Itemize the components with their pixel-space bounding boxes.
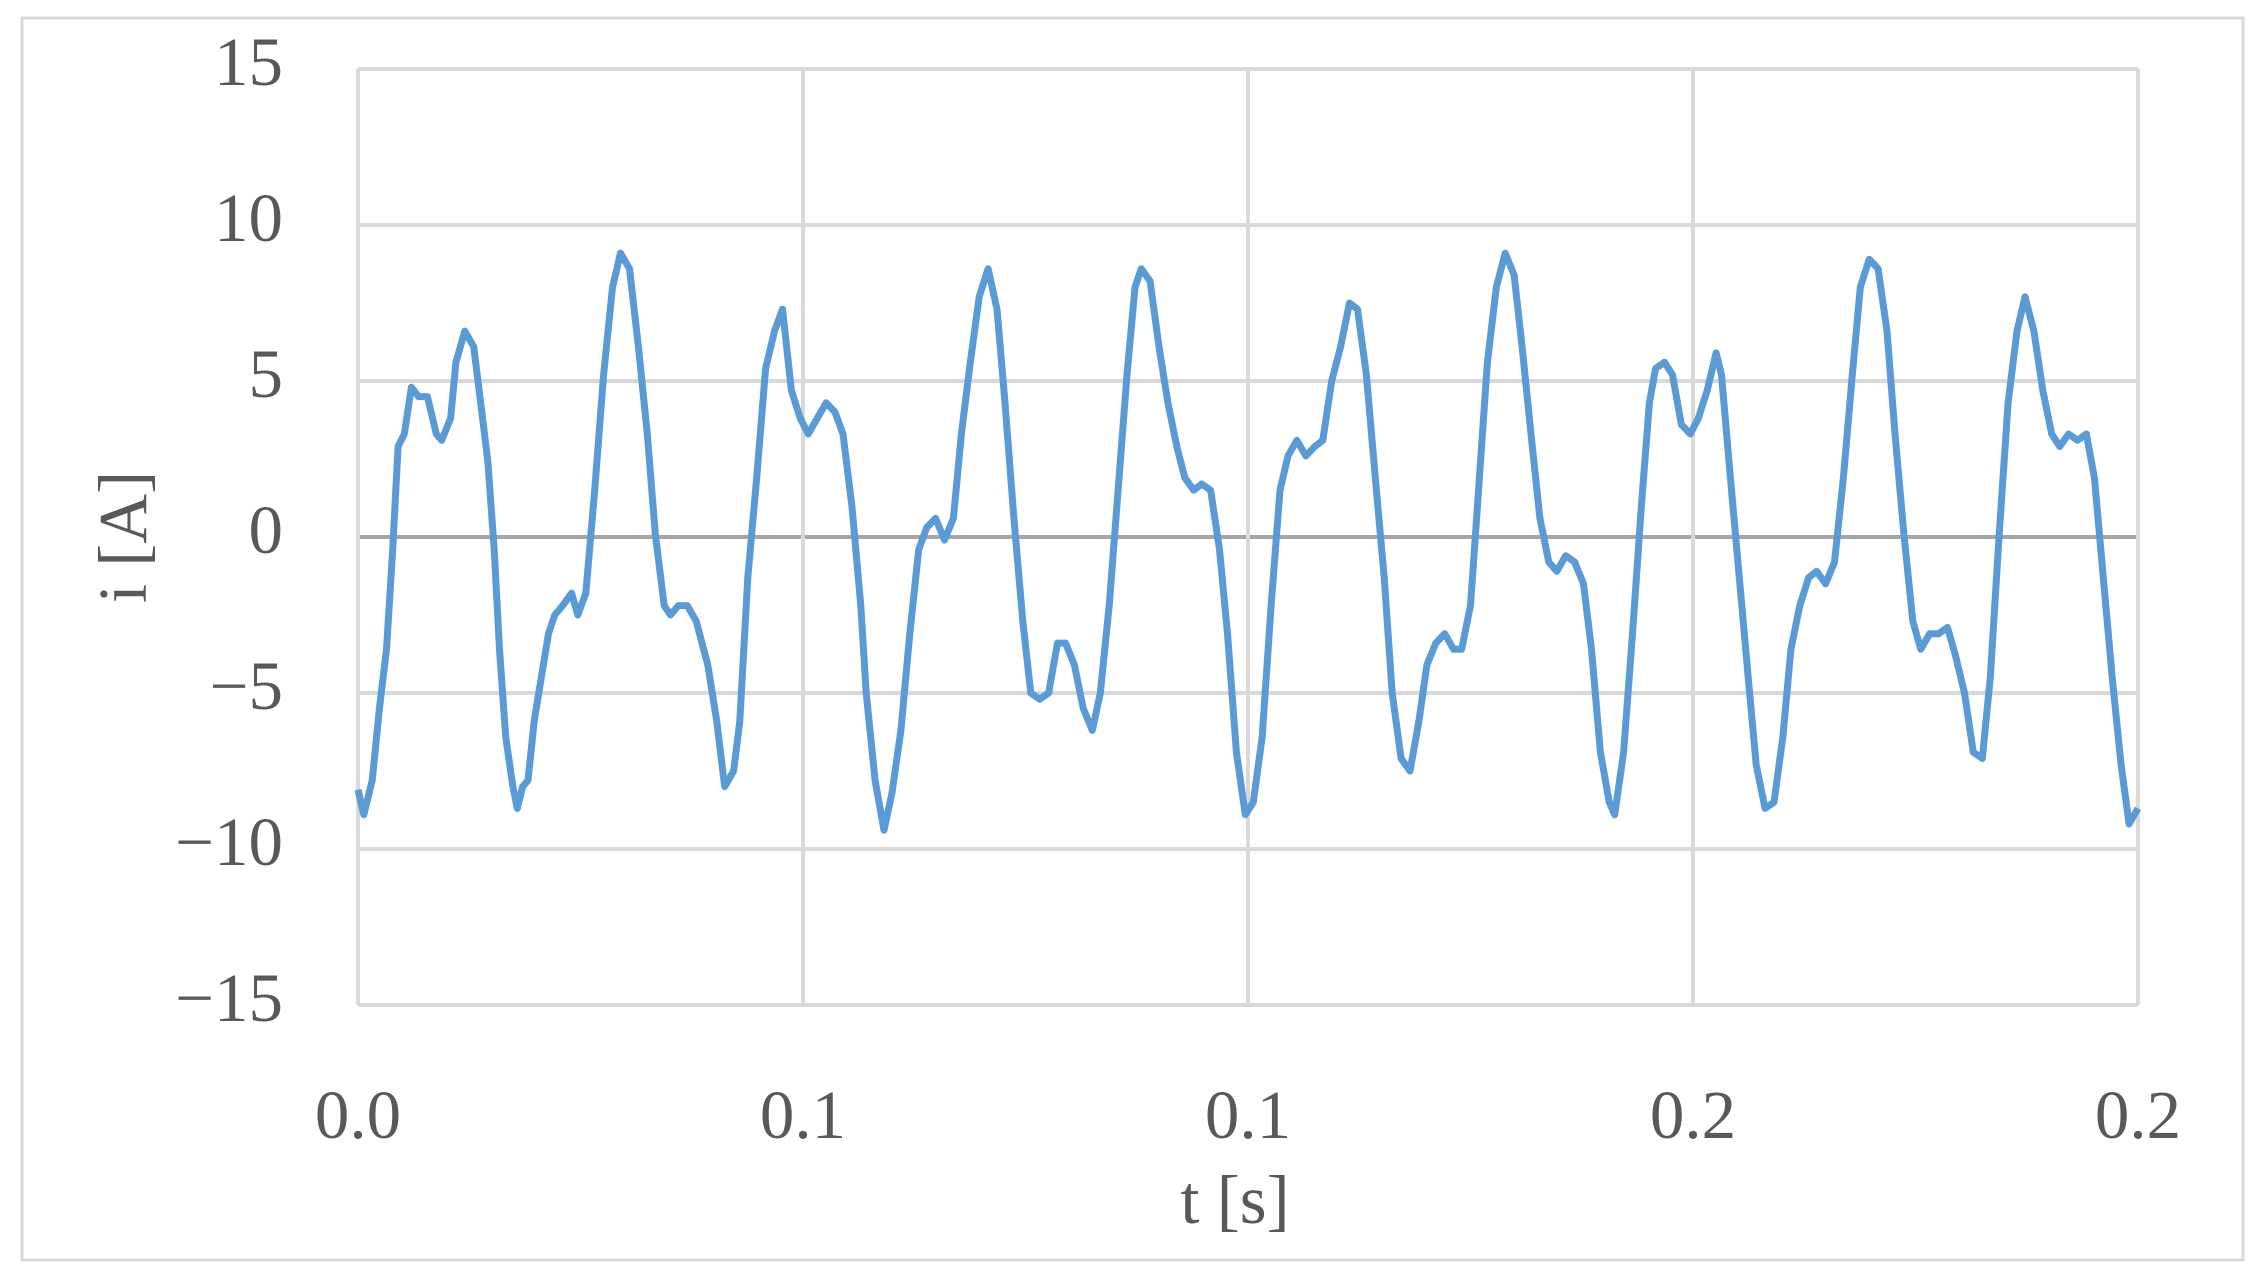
x-axis-title: t [s] bbox=[1180, 1162, 1289, 1238]
y-tick-label: 5 bbox=[249, 336, 284, 412]
chart-border bbox=[20, 16, 2245, 1262]
y-axis-title: i [A] bbox=[85, 471, 161, 603]
x-tick-label: 0.0 bbox=[315, 1077, 401, 1153]
x-tick-label: 0.2 bbox=[2095, 1077, 2181, 1153]
x-tick-label: 0.1 bbox=[760, 1077, 846, 1153]
x-tick-label: 0.2 bbox=[1650, 1077, 1736, 1153]
data-line bbox=[354, 249, 2142, 834]
y-tick-label: −15 bbox=[175, 960, 283, 1036]
y-tick-label: −5 bbox=[210, 648, 283, 724]
y-tick-label: −10 bbox=[175, 804, 283, 880]
y-tick-label: 0 bbox=[249, 492, 284, 568]
x-tick-label: 0.1 bbox=[1205, 1077, 1291, 1153]
y-tick-label: 15 bbox=[214, 24, 283, 100]
y-tick-label: 10 bbox=[214, 180, 283, 256]
